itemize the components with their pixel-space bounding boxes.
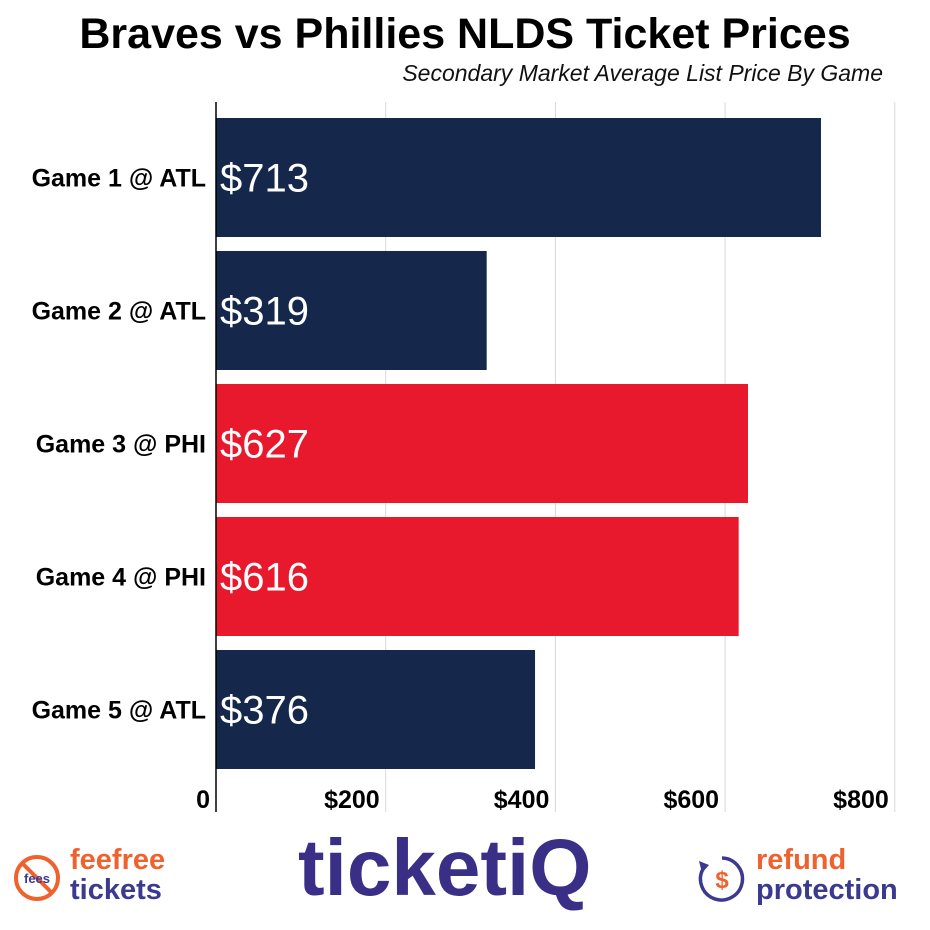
bar [216,650,536,769]
category-label: Game 4 @ PHI [36,564,206,592]
bar [216,118,821,237]
chart-title: Braves vs Phillies NLDS Ticket Prices [79,10,851,58]
x-tick-label: $800 [833,786,889,814]
bar-value-label: $616 [220,556,309,600]
protection-label: protection [756,874,898,906]
ticketiq-logo: ticketiQ [298,823,592,912]
bar [216,517,739,636]
category-label: Game 3 @ PHI [36,431,206,459]
x-tick-label: $600 [663,786,719,814]
bar [216,384,749,503]
bar-value-label: $627 [220,423,309,467]
category-label: Game 2 @ ATL [32,298,206,326]
feefree-label: feefree [70,844,166,876]
tickets-label: tickets [70,874,162,906]
refund-icon-text: $ [715,867,729,894]
fees-icon-text: fees [24,871,50,886]
no-fees-icon: fees [14,855,60,901]
feefree-tickets-logo: fees feefree tickets [12,845,212,915]
bar-chart: $713 Game 1 @ ATL $319 Game 2 @ ATL $627 Game… [32,102,896,814]
footer: fees feefree tickets ticketiQ $ refund p… [0,815,930,930]
refund-dollar-icon: $ [698,856,745,902]
x-tick-label: $400 [494,786,550,814]
bar [216,251,487,370]
refund-protection-logo: $ refund protection [696,845,926,915]
refund-label: refund [756,844,847,876]
category-label: Game 1 @ ATL [32,165,206,193]
x-tick-label: 0 [196,786,210,814]
chart-subtitle: Secondary Market Average List Price By G… [402,60,883,86]
bar-value-label: $713 [220,157,309,201]
category-label: Game 5 @ ATL [32,697,206,725]
bar-value-label: $376 [220,689,309,733]
bar-value-label: $319 [220,290,309,334]
x-tick-label: $200 [324,786,380,814]
